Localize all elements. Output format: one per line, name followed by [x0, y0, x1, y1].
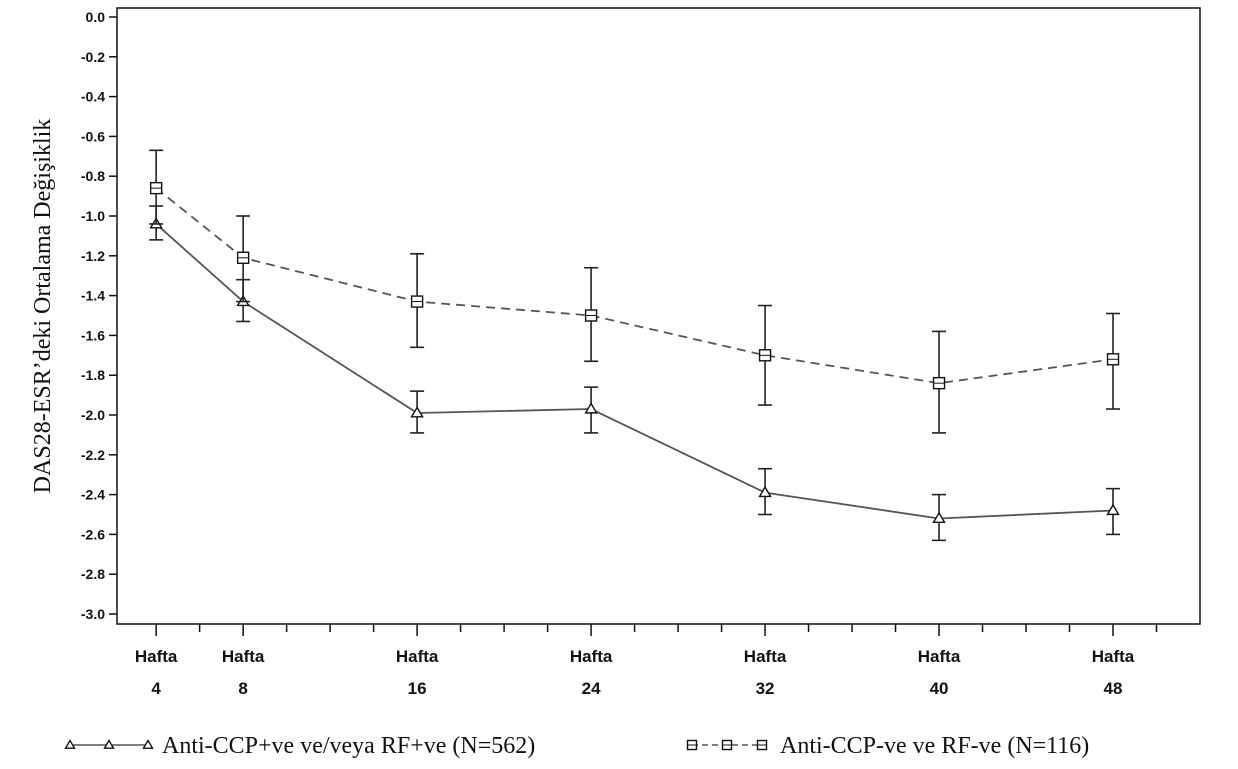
x-tick-label: Hafta — [570, 647, 613, 666]
y-tick-label: -2.2 — [81, 447, 105, 463]
x-tick-label: Hafta — [135, 647, 178, 666]
y-axis-label: DAS28-ESR’deki Ortalama Değişiklik — [30, 119, 56, 494]
y-tick-label: -0.8 — [81, 168, 105, 184]
series-line — [155, 187, 1114, 385]
legend: Anti-CCP+ve ve/veya RF+ve (N=562) Anti-CC… — [64, 733, 1089, 759]
triangle-marker — [932, 511, 946, 524]
series-layer — [149, 149, 1121, 542]
x-tick-label: 40 — [930, 679, 949, 698]
plot-frame — [116, 7, 1201, 625]
y-tick-label: -2.6 — [81, 526, 105, 542]
legend-label: Anti-CCP-ve ve RF-ve (N=116) — [780, 733, 1089, 759]
x-tick-label: Hafta — [744, 647, 787, 666]
series-line — [155, 223, 1114, 520]
x-tick-label: 8 — [238, 679, 247, 698]
legend-item-1: Anti-CCP+ve ve/veya RF+ve (N=562) — [64, 733, 535, 759]
triangle-marker — [584, 402, 598, 414]
y-tick-label: -2.0 — [81, 407, 105, 423]
y-tick-label: 0.0 — [86, 9, 106, 25]
series-1 — [149, 205, 1121, 542]
y-tick-label: -0.6 — [81, 128, 105, 144]
x-tick-label: 24 — [582, 679, 601, 698]
y-tick-label: -1.6 — [81, 327, 105, 343]
x-tick-label: Hafta — [918, 647, 961, 666]
x-tick-label: 16 — [408, 679, 427, 698]
legend-label: Anti-CCP+ve ve/veya RF+ve (N=562) — [162, 733, 535, 759]
x-tick-label: Hafta — [396, 647, 439, 666]
triangle-marker — [64, 739, 76, 749]
x-axis: Hafta 4 Hafta 8 Hafta 16 Hafta 24 Hafta 32 Hafta 40… — [135, 624, 1158, 698]
triangle-marker — [142, 739, 154, 749]
y-tick-label: -2.8 — [81, 566, 105, 582]
y-tick-label: -2.4 — [81, 487, 105, 503]
y-tick-label: -0.2 — [81, 49, 105, 65]
series-2 — [149, 149, 1121, 434]
x-tick-label: 32 — [756, 679, 775, 698]
y-tick-label: -0.4 — [81, 89, 105, 105]
y-tick-label: -1.2 — [81, 248, 105, 264]
x-tick-label: Hafta — [1092, 647, 1135, 666]
x-tick-label: Hafta — [222, 647, 265, 666]
y-tick-label: -3.0 — [81, 606, 105, 622]
y-tick-label: -1.4 — [81, 288, 105, 304]
triangle-marker — [1106, 503, 1120, 516]
y-tick-label: -1.8 — [81, 367, 105, 383]
x-tick-label: 48 — [1104, 679, 1123, 698]
y-tick-label: -1.0 — [81, 208, 105, 224]
triangle-marker — [103, 739, 115, 749]
triangle-marker — [758, 485, 772, 498]
y-axis: 0.0 -0.2 -0.4 -0.6 -0.8 -1.0 -1.2 -1.4 -1.6 -1.8 -… — [81, 9, 117, 622]
triangle-marker — [410, 406, 424, 418]
legend-item-2: Anti-CCP-ve ve RF-ve (N=116) — [686, 733, 1089, 759]
x-tick-label: 4 — [151, 679, 161, 698]
